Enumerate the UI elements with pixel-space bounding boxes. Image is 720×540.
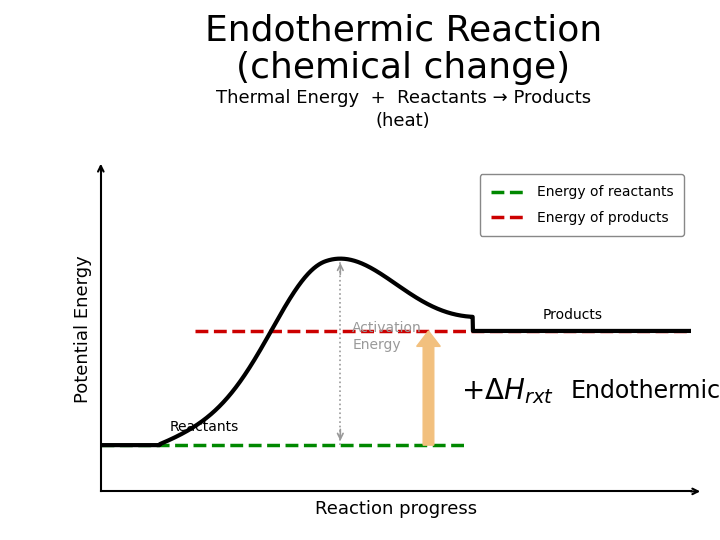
Text: Endothermic Reaction: Endothermic Reaction <box>204 14 602 48</box>
Text: $+\Delta H_{rxt}$: $+\Delta H_{rxt}$ <box>461 376 554 406</box>
Text: (chemical change): (chemical change) <box>236 51 570 85</box>
Text: Thermal Energy  +  Reactants → Products: Thermal Energy + Reactants → Products <box>215 89 591 107</box>
Y-axis label: Potential Energy: Potential Energy <box>74 255 92 403</box>
Legend: Energy of reactants, Energy of products: Energy of reactants, Energy of products <box>480 174 684 235</box>
Text: Activation
Energy: Activation Energy <box>352 321 422 352</box>
Text: (heat): (heat) <box>376 112 431 130</box>
X-axis label: Reaction progress: Reaction progress <box>315 500 477 518</box>
FancyArrow shape <box>417 331 440 445</box>
Text: Reactants: Reactants <box>169 420 239 434</box>
Text: Endothermic: Endothermic <box>570 379 720 403</box>
Text: Products: Products <box>543 308 603 322</box>
